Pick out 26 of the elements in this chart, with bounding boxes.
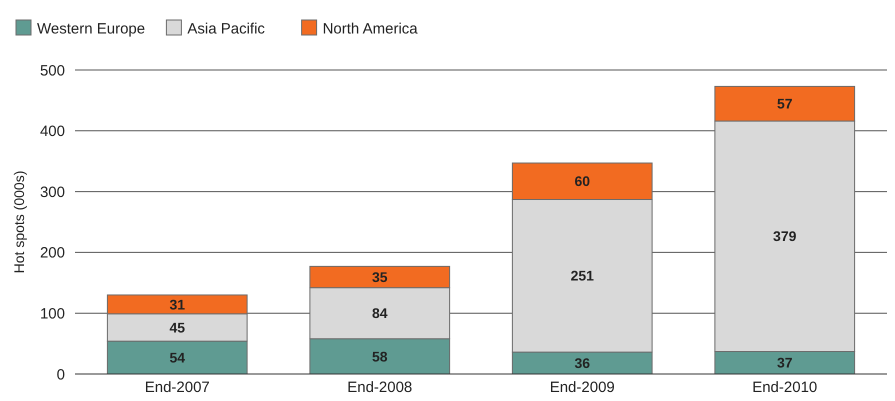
x-tick-label: End-2010 xyxy=(752,379,818,396)
x-tick-label: End-2007 xyxy=(144,379,210,396)
y-tick-label: 0 xyxy=(56,366,65,384)
data-label: 57 xyxy=(776,96,793,112)
x-tick-label: End-2008 xyxy=(347,379,412,396)
data-label: 58 xyxy=(372,348,388,364)
legend-label: Western Europe xyxy=(37,20,146,38)
y-tick-label: 500 xyxy=(40,62,65,80)
y-tick-label: 100 xyxy=(40,305,65,322)
data-label: 35 xyxy=(372,268,388,285)
x-tick-label: End-2009 xyxy=(550,379,615,396)
data-label: 31 xyxy=(169,296,186,312)
data-label: 60 xyxy=(574,173,590,190)
y-tick-label: 400 xyxy=(40,123,65,140)
data-label: 379 xyxy=(773,228,797,244)
y-tick-label: 300 xyxy=(40,184,65,201)
y-tick-label: 200 xyxy=(40,244,65,262)
legend-label: Asia Pacific xyxy=(187,20,266,38)
y-axis-title: Hot spots (000s) xyxy=(11,170,27,274)
data-label: 45 xyxy=(169,319,186,336)
legend-label: North America xyxy=(322,20,418,38)
data-label: 37 xyxy=(776,354,793,371)
data-label: 84 xyxy=(372,305,388,322)
data-label: 251 xyxy=(570,268,594,284)
data-label: 36 xyxy=(574,354,590,371)
data-label: 54 xyxy=(169,349,186,366)
